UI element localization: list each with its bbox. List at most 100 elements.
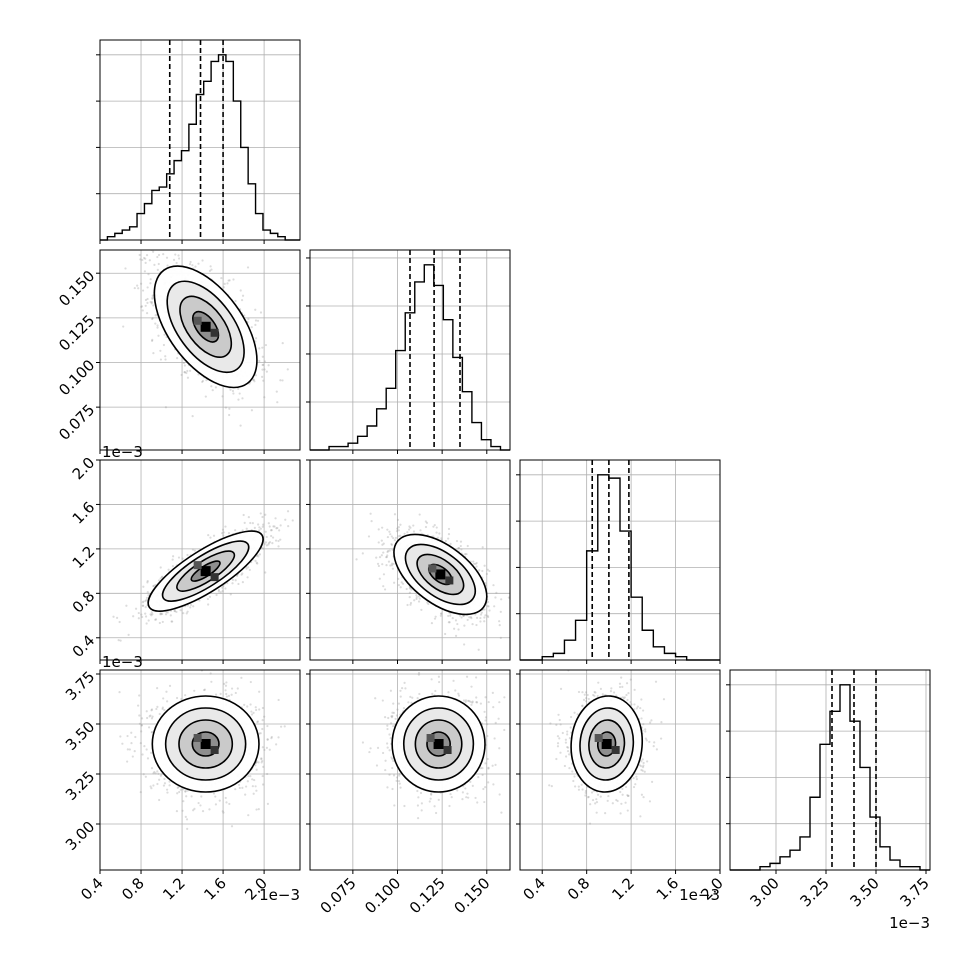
sample-point (397, 519, 399, 521)
sample-point (242, 295, 244, 297)
sample-point (126, 760, 128, 762)
sample-point (224, 525, 226, 527)
sample-point (192, 415, 194, 417)
density-cell (445, 576, 453, 584)
sample-point (254, 527, 256, 529)
sample-point (145, 262, 147, 264)
sample-point (177, 254, 179, 256)
sample-point (440, 613, 442, 615)
sample-point (498, 620, 500, 622)
sample-point (220, 277, 222, 279)
sample-point (149, 282, 151, 284)
sample-point (386, 554, 388, 556)
sample-point (255, 785, 257, 787)
sample-point (153, 264, 155, 266)
sample-point (269, 525, 271, 527)
sample-point (262, 364, 264, 366)
sample-point (487, 615, 489, 617)
sample-point (146, 717, 148, 719)
sample-point (418, 595, 420, 597)
sample-point (248, 516, 250, 518)
sample-point (279, 539, 281, 541)
sample-point (500, 598, 502, 600)
sample-point (221, 587, 223, 589)
scatter-panel (118, 664, 285, 830)
sample-point (456, 540, 458, 542)
sample-point (142, 605, 144, 607)
sample-point (221, 395, 223, 397)
sample-point (396, 528, 398, 530)
sample-point (178, 257, 180, 259)
sample-point (271, 542, 273, 544)
sample-point (241, 397, 243, 399)
sample-point (152, 352, 154, 354)
sample-point (150, 752, 152, 754)
sample-point (155, 314, 157, 316)
sample-point (457, 547, 459, 549)
sample-point (262, 548, 264, 550)
sample-point (225, 681, 227, 683)
sample-point (263, 396, 265, 398)
sample-point (138, 612, 140, 614)
sample-point (150, 278, 152, 280)
sample-point (243, 514, 245, 516)
sample-point (448, 528, 450, 530)
sample-point (209, 537, 211, 539)
sample-point (413, 599, 415, 601)
sample-point (440, 537, 442, 539)
sample-point (258, 529, 260, 531)
sample-point (447, 537, 449, 539)
sample-point (394, 513, 396, 515)
sample-point (140, 306, 142, 308)
sample-point (235, 692, 237, 694)
sample-point (223, 531, 225, 533)
density-cell (211, 573, 219, 581)
sample-point (172, 555, 174, 557)
sample-point (249, 569, 251, 571)
sample-point (388, 531, 390, 533)
scatter-panel (112, 486, 310, 642)
sample-point (142, 586, 144, 588)
sample-point (220, 591, 222, 593)
sample-point (270, 529, 272, 531)
panel-grid (353, 250, 487, 454)
density-cell (194, 561, 202, 569)
sample-point (166, 791, 168, 793)
sample-point (266, 747, 268, 749)
sample-point (277, 540, 279, 542)
sample-point (261, 376, 263, 378)
sample-point (232, 278, 234, 280)
sample-point (202, 380, 204, 382)
panel-grid (776, 670, 926, 874)
sample-point (207, 534, 209, 536)
sample-point (256, 769, 258, 771)
sample-point (122, 325, 124, 327)
sample-point (163, 344, 165, 346)
sample-point (368, 535, 370, 537)
sample-point (267, 364, 269, 366)
sample-point (267, 543, 269, 545)
sample-point (152, 585, 154, 587)
sample-point (244, 522, 246, 524)
sample-point (163, 778, 165, 780)
sample-point (463, 643, 465, 645)
sample-point (144, 258, 146, 260)
sample-point (409, 527, 411, 529)
sample-point (481, 612, 483, 614)
sample-point (264, 360, 266, 362)
sample-point (384, 588, 386, 590)
sample-point (255, 337, 257, 339)
sample-point (260, 512, 262, 514)
sample-point (409, 596, 411, 598)
sample-point (132, 615, 134, 617)
sample-point (427, 603, 429, 605)
sample-point (194, 265, 196, 267)
sample-point (410, 589, 412, 591)
sample-point (168, 569, 170, 571)
sample-point (420, 609, 422, 611)
sample-point (284, 519, 286, 521)
sample-point (178, 791, 180, 793)
sample-point (389, 533, 391, 535)
histogram-panel-frame (730, 670, 930, 870)
sample-point (163, 334, 165, 336)
